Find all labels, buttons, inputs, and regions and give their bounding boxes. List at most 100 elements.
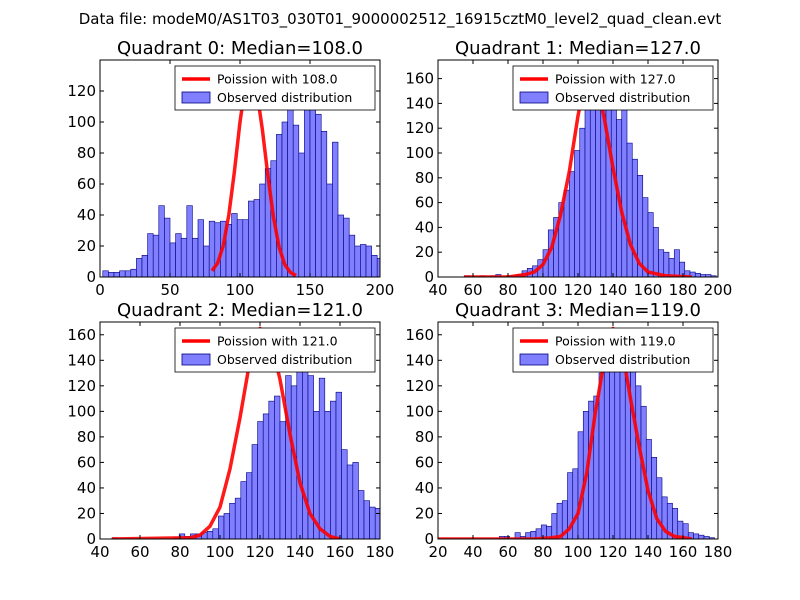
histogram-bar bbox=[108, 272, 115, 277]
x-tick-label: 100 bbox=[529, 281, 558, 299]
y-tick-label: 0 bbox=[424, 530, 434, 548]
y-tick-label: 140 bbox=[405, 351, 434, 369]
x-tick-label: 80 bbox=[533, 543, 552, 561]
histogram-bar bbox=[326, 183, 333, 277]
y-tick-label: 160 bbox=[405, 70, 434, 88]
histogram-bar bbox=[119, 270, 126, 277]
y-tick-label: 0 bbox=[86, 268, 96, 286]
histogram-bar bbox=[341, 449, 348, 539]
y-tick-label: 0 bbox=[424, 268, 434, 286]
x-tick-label: 140 bbox=[634, 543, 663, 561]
histogram-bar bbox=[279, 421, 286, 539]
y-tick-label: 140 bbox=[67, 351, 96, 369]
histogram-bar bbox=[320, 131, 328, 277]
histogram-bar bbox=[335, 391, 342, 539]
histogram-bar bbox=[651, 457, 658, 539]
histogram-bar bbox=[248, 200, 255, 277]
histogram-bars bbox=[102, 89, 422, 277]
histogram-bar bbox=[642, 197, 649, 277]
y-tick-label: 80 bbox=[77, 428, 96, 446]
histogram-bar bbox=[186, 205, 193, 277]
x-tick-label: 80 bbox=[498, 281, 517, 299]
histogram-bar bbox=[141, 255, 148, 277]
histogram-bar bbox=[584, 105, 591, 277]
y-tick-label: 20 bbox=[415, 243, 434, 261]
legend-label-observed: Observed distribution bbox=[555, 90, 690, 105]
histogram-bar bbox=[318, 377, 326, 539]
histogram-bar bbox=[268, 400, 275, 539]
histogram-bar bbox=[332, 141, 339, 277]
histogram-bar bbox=[292, 124, 300, 277]
x-tick-label: 40 bbox=[428, 281, 447, 299]
histogram-bar bbox=[358, 490, 365, 539]
histogram-bar bbox=[416, 274, 422, 277]
histogram-bar bbox=[609, 349, 616, 539]
histogram-bar bbox=[371, 255, 378, 277]
subplot-quadrant-0: 0 50 100 150 200 0 20 40 60 80 100 120 Quadrant 0: M… bbox=[67, 38, 422, 299]
x-tick-label: 200 bbox=[704, 281, 733, 299]
y-tick-label: 40 bbox=[415, 218, 434, 236]
y-tick-label: 40 bbox=[77, 206, 96, 224]
histogram-bar bbox=[346, 464, 354, 539]
histogram-bar bbox=[203, 245, 210, 277]
histogram-bar bbox=[236, 219, 244, 277]
histogram-bar bbox=[381, 511, 387, 539]
histogram-bar bbox=[403, 534, 409, 539]
histogram-bar bbox=[668, 258, 675, 277]
histogram-bar bbox=[169, 242, 176, 277]
histogram-bar bbox=[206, 531, 214, 539]
legend-label-observed: Observed distribution bbox=[555, 352, 690, 367]
y-tick-label: 160 bbox=[405, 326, 434, 344]
x-tick-label: 140 bbox=[286, 543, 315, 561]
x-tick-label: 60 bbox=[498, 543, 517, 561]
histogram-bar bbox=[374, 508, 380, 539]
y-tick-label: 60 bbox=[77, 453, 96, 471]
y-tick-label: 160 bbox=[67, 326, 96, 344]
histogram-bar bbox=[589, 94, 596, 277]
x-tick-label: 20 bbox=[428, 543, 447, 561]
x-tick-label: 120 bbox=[246, 543, 275, 561]
histogram-bar bbox=[614, 353, 621, 539]
histogram-bar bbox=[411, 271, 417, 277]
histogram-bar bbox=[365, 245, 372, 277]
histogram-bar bbox=[337, 214, 344, 277]
histogram-bar bbox=[652, 227, 659, 277]
histogram-bar bbox=[579, 127, 586, 277]
histogram-bar bbox=[304, 89, 311, 277]
x-tick-label: 140 bbox=[599, 281, 628, 299]
y-tick-label: 40 bbox=[77, 479, 96, 497]
histogram-bar bbox=[343, 217, 350, 277]
histogram-bar bbox=[296, 357, 303, 539]
histogram-bar bbox=[251, 444, 258, 539]
y-tick-label: 60 bbox=[77, 175, 96, 193]
legend: Poission with 127.0 Observed distribution bbox=[512, 65, 714, 111]
legend-bar-swatch bbox=[181, 91, 211, 104]
histogram-bar bbox=[682, 523, 689, 539]
histogram-bars bbox=[498, 339, 715, 539]
histogram-bar bbox=[180, 237, 188, 277]
legend-label-poisson: Poission with 127.0 bbox=[555, 72, 676, 87]
histogram-bar bbox=[102, 270, 109, 277]
histogram-bar bbox=[551, 513, 558, 539]
x-tick-label: 40 bbox=[90, 543, 109, 561]
x-tick-label: 60 bbox=[130, 543, 149, 561]
y-tick-label: 80 bbox=[415, 169, 434, 187]
y-tick-label: 100 bbox=[67, 113, 96, 131]
y-tick-label: 20 bbox=[77, 504, 96, 522]
histogram-bar bbox=[262, 413, 270, 539]
histogram-bar bbox=[330, 400, 337, 539]
histogram-bar bbox=[223, 513, 230, 539]
histogram-bar bbox=[136, 258, 143, 277]
histogram-bar bbox=[710, 275, 717, 277]
histogram-bar bbox=[113, 272, 120, 277]
histogram-bar bbox=[197, 219, 204, 277]
x-tick-label: 40 bbox=[463, 543, 482, 561]
histogram-bar bbox=[352, 462, 359, 539]
legend: Poission with 108.0 Observed distribution bbox=[174, 65, 376, 111]
histogram-bar bbox=[656, 477, 663, 539]
histogram-bars bbox=[111, 344, 409, 539]
legend-label-poisson: Poission with 119.0 bbox=[555, 334, 676, 349]
x-tick-label: 100 bbox=[564, 543, 593, 561]
